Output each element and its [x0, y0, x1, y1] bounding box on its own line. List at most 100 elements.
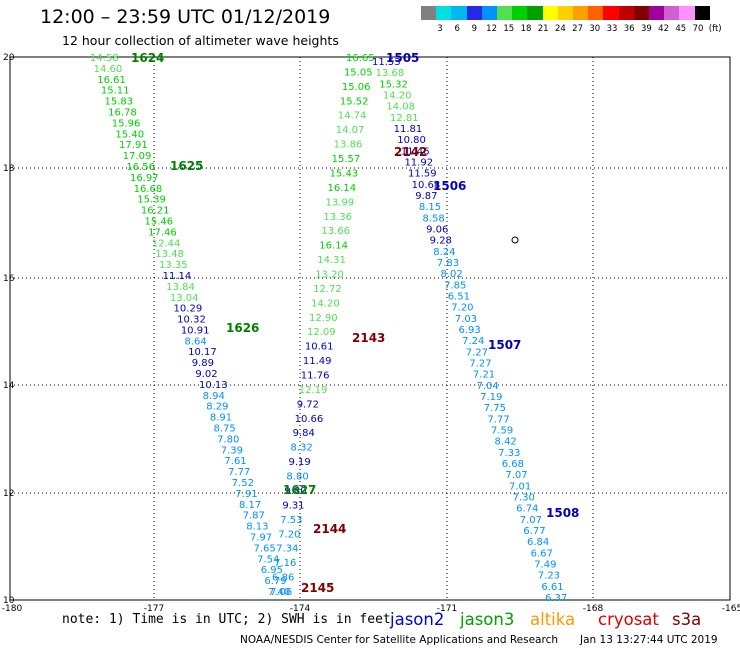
wave-height-value: 7.33 [498, 448, 520, 459]
wave-height-value: 8.13 [246, 522, 268, 533]
wave-height-value: 17.91 [119, 140, 148, 151]
wave-height-value: 11.81 [394, 124, 423, 135]
chart-title: 12:00 – 23:59 UTC 01/12/2019 [40, 6, 331, 28]
orbit-pass-label: 1506 [433, 179, 466, 193]
color-scale-label: 36 [623, 24, 635, 34]
wave-height-value: 7.21 [473, 370, 495, 381]
wave-height-value: 9.72 [297, 399, 319, 410]
wave-height-value: 7.87 [243, 511, 265, 522]
wave-height-value: 15.96 [112, 118, 141, 129]
wave-height-value: 8.24 [433, 247, 455, 258]
orbit-pass-label: 2144 [313, 522, 346, 536]
wave-height-value: 8.64 [184, 336, 206, 347]
wave-height-value: 7.06 [270, 587, 292, 598]
wave-height-value: 8.94 [203, 391, 225, 402]
wave-height-value: 9.80 [284, 486, 306, 497]
wave-height-value: 13.20 [315, 269, 344, 280]
wave-height-value: 11.46 [401, 146, 430, 157]
color-scale-label: 6 [454, 24, 460, 34]
wave-height-value: 6.95 [261, 565, 283, 576]
wave-height-value: 10.61 [305, 342, 334, 353]
orbit-pass-label: 1627 [283, 483, 316, 497]
wave-height-value: 14.20 [311, 298, 340, 309]
color-scale-swatch [542, 6, 558, 20]
wave-height-value: 7.27 [466, 347, 488, 358]
wave-height-value: 16.14 [328, 183, 357, 194]
color-scale-swatch [451, 6, 467, 20]
wave-height-value: 7.85 [444, 280, 466, 291]
wave-height-value: 15.83 [105, 97, 134, 108]
wave-height-value: 10.68 [412, 180, 441, 191]
wave-height-value: 7.01 [509, 481, 531, 492]
orbit-pass-label: 1626 [226, 321, 259, 335]
wave-height-value: 14.07 [336, 125, 365, 136]
wave-height-value: 10.66 [295, 414, 324, 425]
color-scale-label: (ft) [708, 24, 722, 34]
lat-tick-label: 16 [3, 274, 15, 284]
wave-height-value: 17.09 [123, 151, 152, 162]
wave-height-value: 14.20 [383, 91, 412, 102]
wave-height-value: 7.20 [451, 303, 473, 314]
wave-height-value: 15.40 [115, 129, 144, 140]
color-scale-swatch [421, 6, 437, 20]
wave-height-value: 11.59 [408, 169, 437, 180]
wave-height-value: 15.57 [332, 154, 361, 165]
footer-timestamp: Jan 13 13:27:44 UTC 2019 [580, 634, 718, 646]
color-scale-label: 12 [486, 24, 497, 34]
wave-height-value: 11.49 [303, 356, 332, 367]
wave-height-value: 13.48 [155, 249, 184, 260]
wave-height-value: 14.58 [90, 53, 119, 64]
color-scale-swatch [557, 6, 573, 20]
color-scale-label: 15 [503, 24, 515, 34]
wave-height-value: 6.37 [545, 593, 567, 604]
island-marker [511, 236, 519, 244]
color-scale-swatch [694, 6, 710, 20]
wave-height-value: 14.60 [94, 64, 123, 75]
wave-height-value: 13.66 [321, 226, 350, 237]
lon-tick-label: -165 [722, 604, 740, 614]
color-scale-label: 18 [520, 24, 532, 34]
color-scale-swatch [466, 6, 482, 20]
wave-height-value: 14.08 [386, 102, 415, 113]
wave-height-value: 7.80 [217, 434, 239, 445]
wave-height-value: 7.03 [455, 314, 477, 325]
wave-height-value: 12.09 [307, 327, 336, 338]
wave-height-value: 7.20 [278, 529, 300, 540]
wave-height-value: 9.89 [192, 358, 214, 369]
wave-height-value: 10.13 [199, 380, 228, 391]
wave-height-value: 7.07 [505, 470, 527, 481]
wave-height-value: 15.11 [101, 86, 130, 97]
wave-height-value: 11.92 [404, 158, 433, 169]
wave-height-value: 15.39 [137, 195, 166, 206]
color-scale-label: 9 [471, 24, 478, 34]
color-scale-swatch [618, 6, 634, 20]
wave-height-value: 15.46 [144, 216, 173, 227]
lat-tick-label: 14 [3, 381, 15, 391]
wave-height-value: 10.17 [188, 347, 217, 358]
chart-subtitle: 12 hour collection of altimeter wave hei… [62, 33, 339, 48]
wave-height-value: 6.61 [541, 582, 563, 593]
legend-cryosat: cryosat [598, 610, 659, 629]
wave-height-value: 16.65 [346, 53, 375, 64]
color-scale-swatch [527, 6, 543, 20]
lat-tick-label: 18 [3, 164, 15, 174]
color-scale-swatch [436, 6, 452, 20]
lon-tick-label: -168 [583, 604, 604, 614]
wave-height-value: 7.30 [513, 493, 535, 504]
lon-tick-label: -180 [2, 604, 23, 614]
wave-height-value: 6.77 [523, 526, 545, 537]
wave-height-value: 9.02 [195, 369, 217, 380]
wave-height-value: 7.40 [268, 587, 290, 598]
color-scale-swatch [481, 6, 497, 20]
wave-height-value: 15.32 [379, 79, 408, 90]
wave-height-value: 6.51 [448, 292, 470, 303]
wave-height-value: 6.74 [516, 504, 538, 515]
color-scale-swatch [603, 6, 619, 20]
wave-height-value: 16.21 [141, 206, 170, 217]
wave-height-value: 6.68 [502, 459, 524, 470]
color-scale-swatch [649, 6, 665, 20]
wave-height-value: 15.43 [330, 168, 359, 179]
wave-height-value: 12.44 [152, 238, 181, 249]
wave-height-value: 9.31 [282, 500, 304, 511]
wave-height-value: 12.90 [309, 313, 338, 324]
